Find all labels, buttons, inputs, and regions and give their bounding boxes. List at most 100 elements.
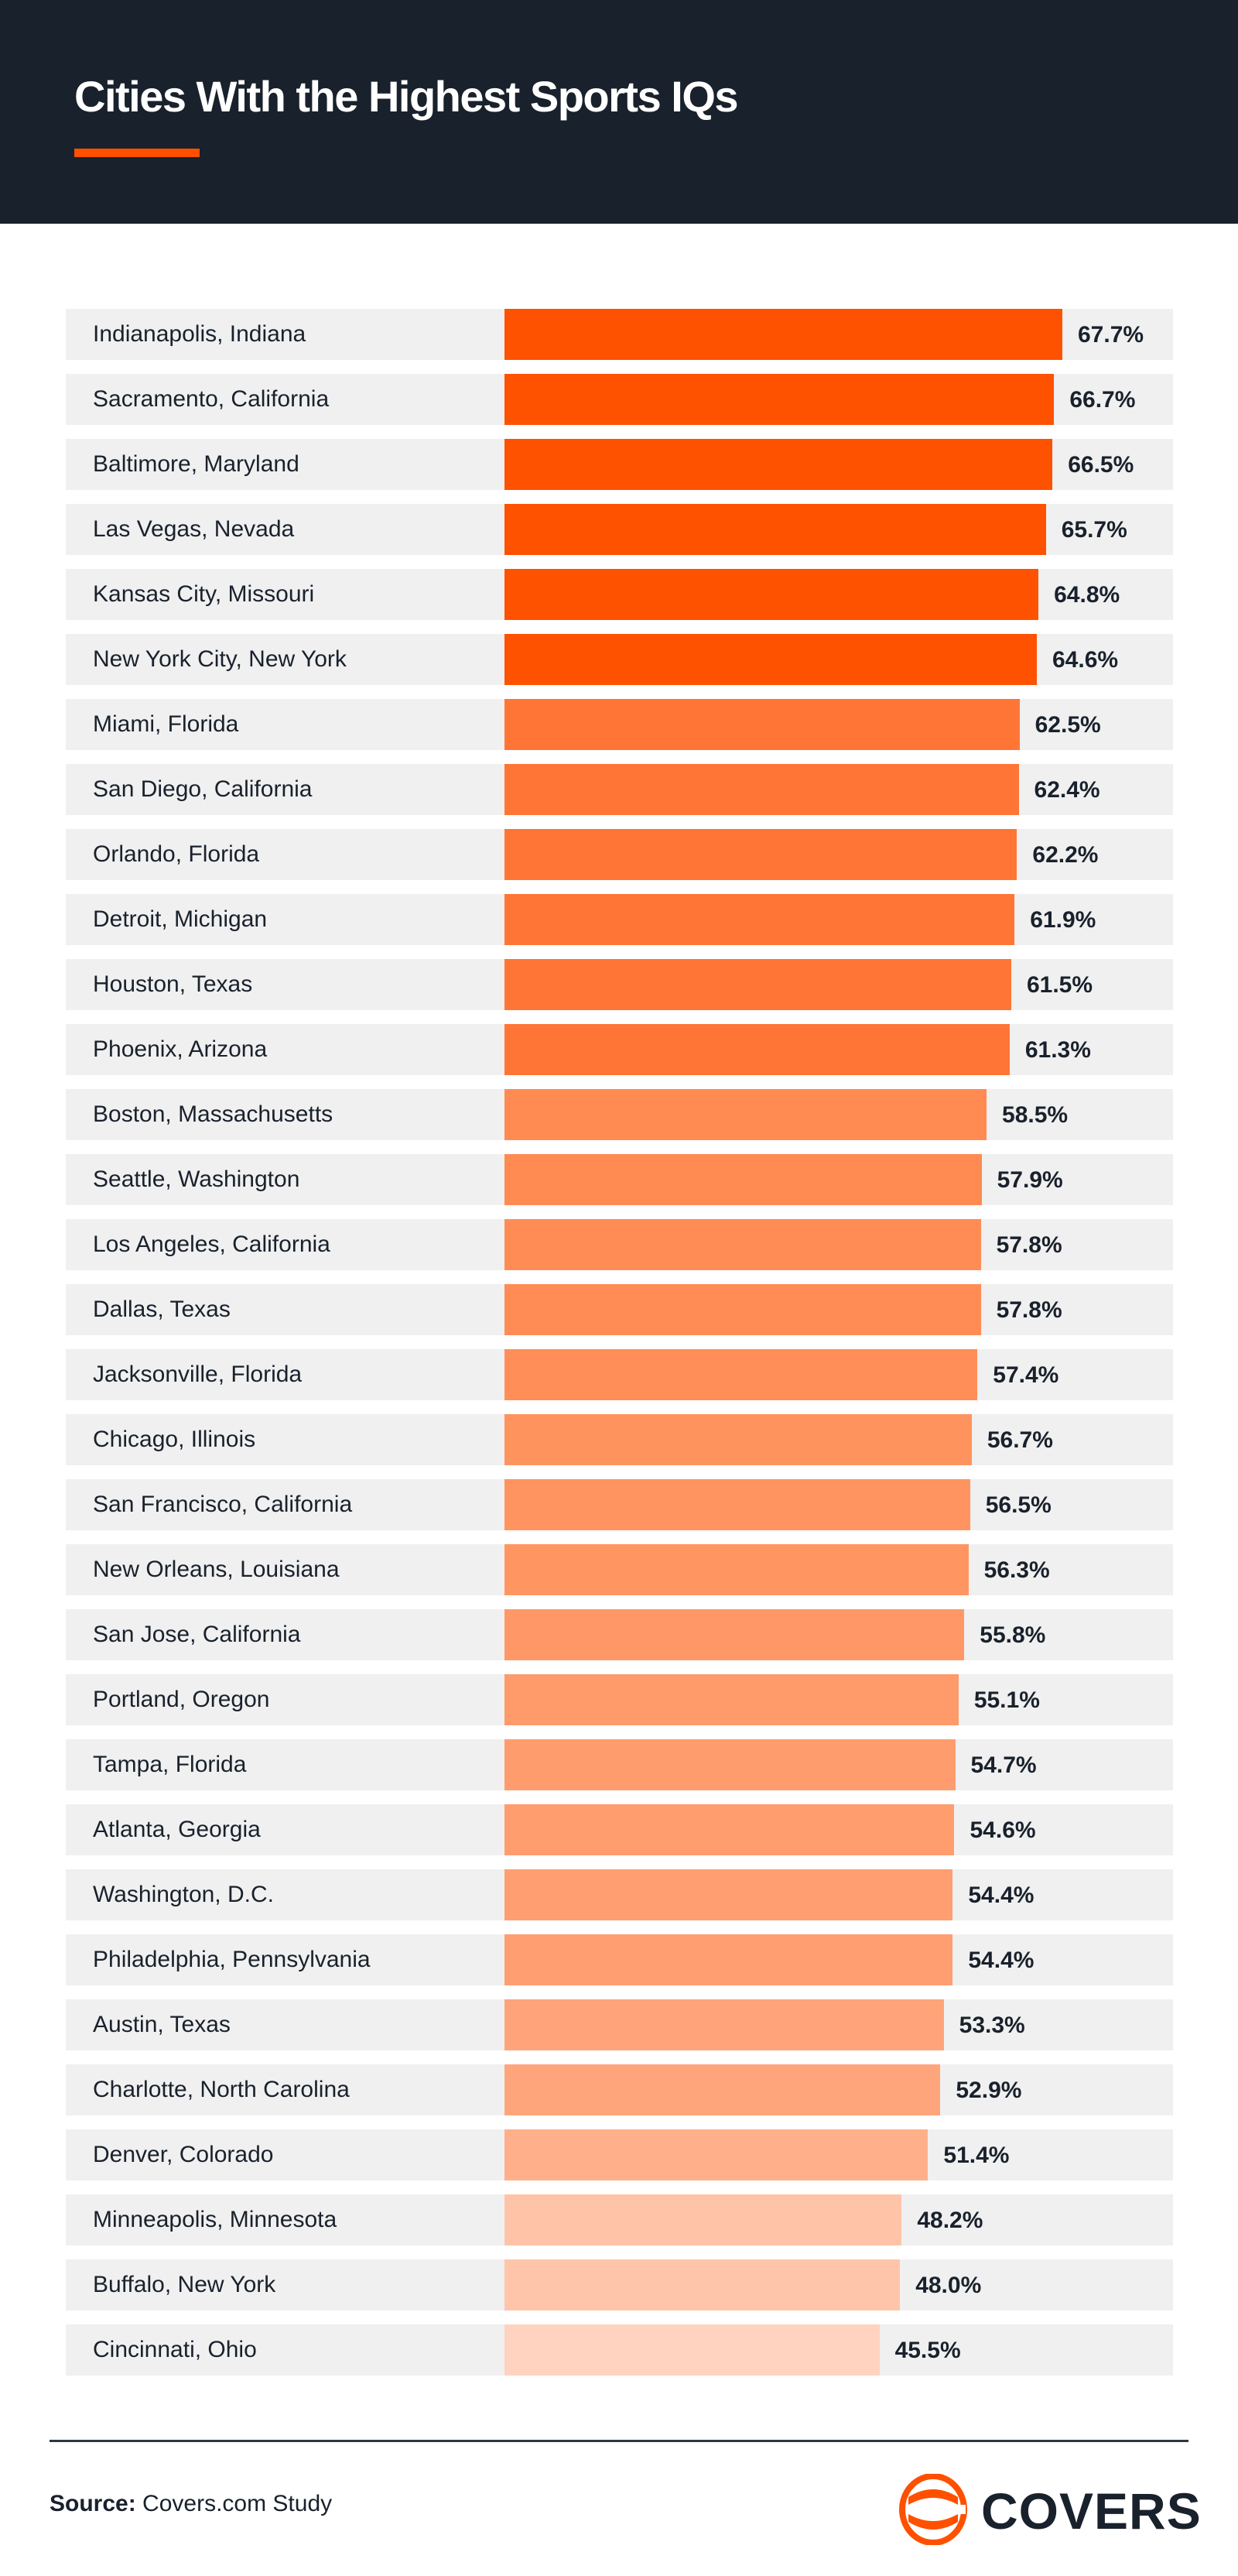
bar (504, 959, 1011, 1010)
category-label: San Francisco, California (93, 1492, 353, 1517)
bar-row: Seattle, Washington 57.9% (66, 1154, 1173, 1205)
value-label: 56.5% (985, 1492, 1052, 1518)
value-label: 54.4% (968, 1947, 1035, 1973)
bar-row: Atlanta, Georgia 54.6% (66, 1804, 1173, 1855)
value-label: 65.7% (1061, 517, 1127, 543)
category-label: Portland, Oregon (93, 1687, 270, 1712)
covers-logo: COVERS (898, 2474, 1201, 2545)
value-label: 62.2% (1032, 842, 1099, 868)
bar-row: Jacksonville, Florida 57.4% (66, 1349, 1173, 1400)
bar (504, 1154, 982, 1205)
bar-row: San Diego, California 62.4% (66, 764, 1173, 815)
value-label: 64.8% (1054, 582, 1120, 608)
bar-row: Las Vegas, Nevada 65.7% (66, 504, 1173, 555)
bar (504, 1284, 981, 1335)
category-label: Kansas City, Missouri (93, 581, 315, 607)
bar-row: Denver, Colorado 51.4% (66, 2129, 1173, 2180)
bar-row: Phoenix, Arizona 61.3% (66, 1024, 1173, 1075)
bar-row: Sacramento, California 66.7% (66, 374, 1173, 425)
bar-row: Minneapolis, Minnesota 48.2% (66, 2194, 1173, 2245)
bar-row: Tampa, Florida 54.7% (66, 1739, 1173, 1790)
source-note: Source: Covers.com Study (50, 2491, 332, 2517)
bar-row: Los Angeles, California 57.8% (66, 1219, 1173, 1270)
title-underline (74, 149, 200, 157)
category-label: Atlanta, Georgia (93, 1817, 261, 1842)
bar (504, 504, 1046, 555)
header-banner: Cities With the Highest Sports IQs (0, 0, 1238, 224)
category-label: Orlando, Florida (93, 841, 260, 867)
value-label: 66.5% (1068, 452, 1134, 478)
value-label: 61.9% (1030, 907, 1096, 933)
bar (504, 2194, 902, 2245)
category-label: Cincinnati, Ohio (93, 2337, 257, 2362)
footer-divider (50, 2440, 1188, 2442)
value-label: 55.1% (973, 1687, 1040, 1713)
bar-row: Kansas City, Missouri 64.8% (66, 569, 1173, 620)
bar (504, 2324, 880, 2376)
category-label: Seattle, Washington (93, 1166, 300, 1192)
bar-row: New Orleans, Louisiana 56.3% (66, 1544, 1173, 1595)
value-label: 58.5% (1002, 1102, 1069, 1128)
bar-row: San Jose, California 55.8% (66, 1609, 1173, 1660)
bar-row: Detroit, Michigan 61.9% (66, 894, 1173, 945)
bar (504, 699, 1020, 750)
bar-row: San Francisco, California 56.5% (66, 1479, 1173, 1530)
value-label: 67.7% (1078, 322, 1144, 348)
bar (504, 1544, 969, 1595)
category-label: Austin, Texas (93, 2012, 231, 2037)
bar (504, 309, 1062, 360)
category-label: Chicago, Illinois (93, 1427, 256, 1452)
value-label: 61.3% (1024, 1037, 1091, 1063)
bar (504, 634, 1037, 685)
value-label: 66.7% (1069, 387, 1136, 413)
bar-row: Buffalo, New York 48.0% (66, 2259, 1173, 2311)
bar (504, 829, 1017, 880)
value-label: 51.4% (943, 2143, 1010, 2168)
bar (504, 1024, 1010, 1075)
value-label: 57.4% (993, 1362, 1059, 1388)
category-label: Phoenix, Arizona (93, 1036, 268, 1062)
bar (504, 569, 1039, 620)
bar-row: Miami, Florida 62.5% (66, 699, 1173, 750)
value-label: 48.2% (917, 2208, 983, 2233)
bar (504, 439, 1053, 490)
category-label: Dallas, Texas (93, 1297, 231, 1322)
category-label: Indianapolis, Indiana (93, 321, 306, 347)
bar (504, 1349, 978, 1400)
value-label: 64.6% (1052, 647, 1119, 673)
bar (504, 1609, 965, 1660)
bar-row: Austin, Texas 53.3% (66, 1999, 1173, 2050)
bar (504, 894, 1015, 945)
bar (504, 1089, 987, 1140)
category-label: Philadelphia, Pennsylvania (93, 1947, 371, 1972)
bar-row: Orlando, Florida 62.2% (66, 829, 1173, 880)
category-label: Washington, D.C. (93, 1882, 274, 1907)
bar-row: Houston, Texas 61.5% (66, 959, 1173, 1010)
bar (504, 1479, 970, 1530)
category-label: San Diego, California (93, 776, 313, 802)
category-label: Tampa, Florida (93, 1752, 247, 1777)
bar (504, 2129, 929, 2180)
value-label: 57.9% (997, 1167, 1063, 1193)
bar (504, 1934, 953, 1985)
bar (504, 2259, 901, 2311)
bar (504, 1869, 953, 1920)
bar-row: Charlotte, North Carolina 52.9% (66, 2064, 1173, 2115)
bar (504, 374, 1055, 425)
value-label: 57.8% (996, 1232, 1062, 1258)
category-label: Jacksonville, Florida (93, 1362, 303, 1387)
bar (504, 764, 1019, 815)
category-label: San Jose, California (93, 1622, 301, 1647)
category-label: Houston, Texas (93, 971, 253, 997)
value-label: 54.6% (970, 1817, 1036, 1843)
bar (504, 1739, 956, 1790)
category-label: Buffalo, New York (93, 2272, 276, 2297)
value-label: 62.5% (1035, 712, 1101, 738)
bar (504, 1414, 972, 1465)
bar-row: Philadelphia, Pennsylvania 54.4% (66, 1934, 1173, 1985)
bar-row: Dallas, Texas 57.8% (66, 1284, 1173, 1335)
covers-logo-icon (899, 2474, 967, 2545)
value-label: 61.5% (1026, 972, 1093, 998)
category-label: Las Vegas, Nevada (93, 516, 295, 542)
bar (504, 1674, 959, 1725)
